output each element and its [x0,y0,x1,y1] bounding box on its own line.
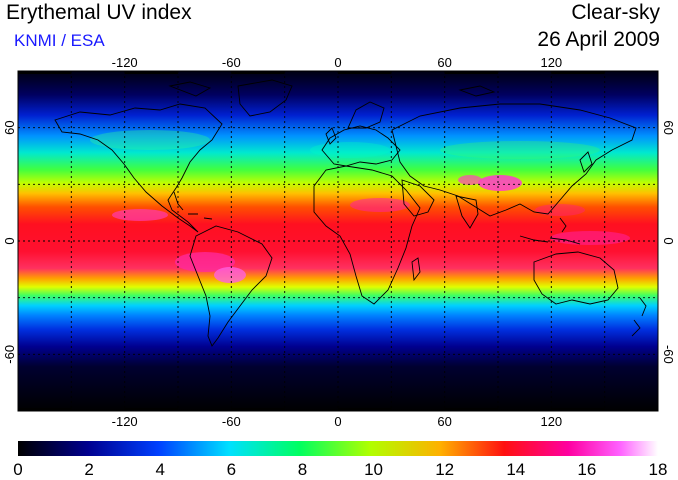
colorbar-tick-label: 8 [298,460,307,479]
colorbar-tick-label: 16 [577,460,596,479]
longitude-label-bottom: -60 [222,414,241,429]
latitude-label-right: 60 [661,120,676,134]
date-label: 26 April 2009 [537,28,660,51]
colorbar-tick-label: 14 [506,460,525,479]
latitude-labels-left: 60 0 -60 [2,120,17,363]
colorbar-tick-label: 12 [435,460,454,479]
colorbar-tick-label: 18 [649,460,668,479]
latitude-label-left: 60 [2,120,17,134]
longitude-label-bottom: 60 [437,414,451,429]
colorbar [18,441,658,456]
longitude-labels-top: -120 -60 0 60 120 [112,55,563,70]
longitude-label-top: -120 [112,55,138,70]
colorbar-tick-label: 10 [364,460,383,479]
colorbar-tick-label: 2 [84,460,93,479]
latitude-label-left: -60 [2,345,17,364]
latitude-label-right: -60 [661,345,676,364]
longitude-label-top: 0 [334,55,341,70]
longitude-label-top: 60 [437,55,451,70]
map-border-checker [18,71,605,411]
colorbar-tick-label: 4 [155,460,164,479]
latitude-label-right: 0 [661,237,676,244]
longitude-labels-bottom: -120 -60 0 60 120 [112,414,563,429]
latitude-labels-right: 60 0 -60 [661,120,676,363]
longitude-label-bottom: 0 [334,414,341,429]
map-title: Erythemal UV index [6,1,192,24]
latitude-label-left: 0 [2,237,17,244]
colorbar-tick-label: 0 [13,460,22,479]
sky-condition-label: Clear-sky [571,1,660,24]
coastlines [54,79,647,347]
credit-label: KNMI / ESA [14,31,105,50]
longitude-label-bottom: 120 [540,414,562,429]
gridlines [18,71,658,411]
colorbar-tick-label: 6 [227,460,236,479]
colorbar-labels: 0 2 4 6 8 10 12 14 16 18 [13,460,667,479]
longitude-label-top: -60 [222,55,241,70]
longitude-label-top: 120 [540,55,562,70]
longitude-label-bottom: -120 [112,414,138,429]
